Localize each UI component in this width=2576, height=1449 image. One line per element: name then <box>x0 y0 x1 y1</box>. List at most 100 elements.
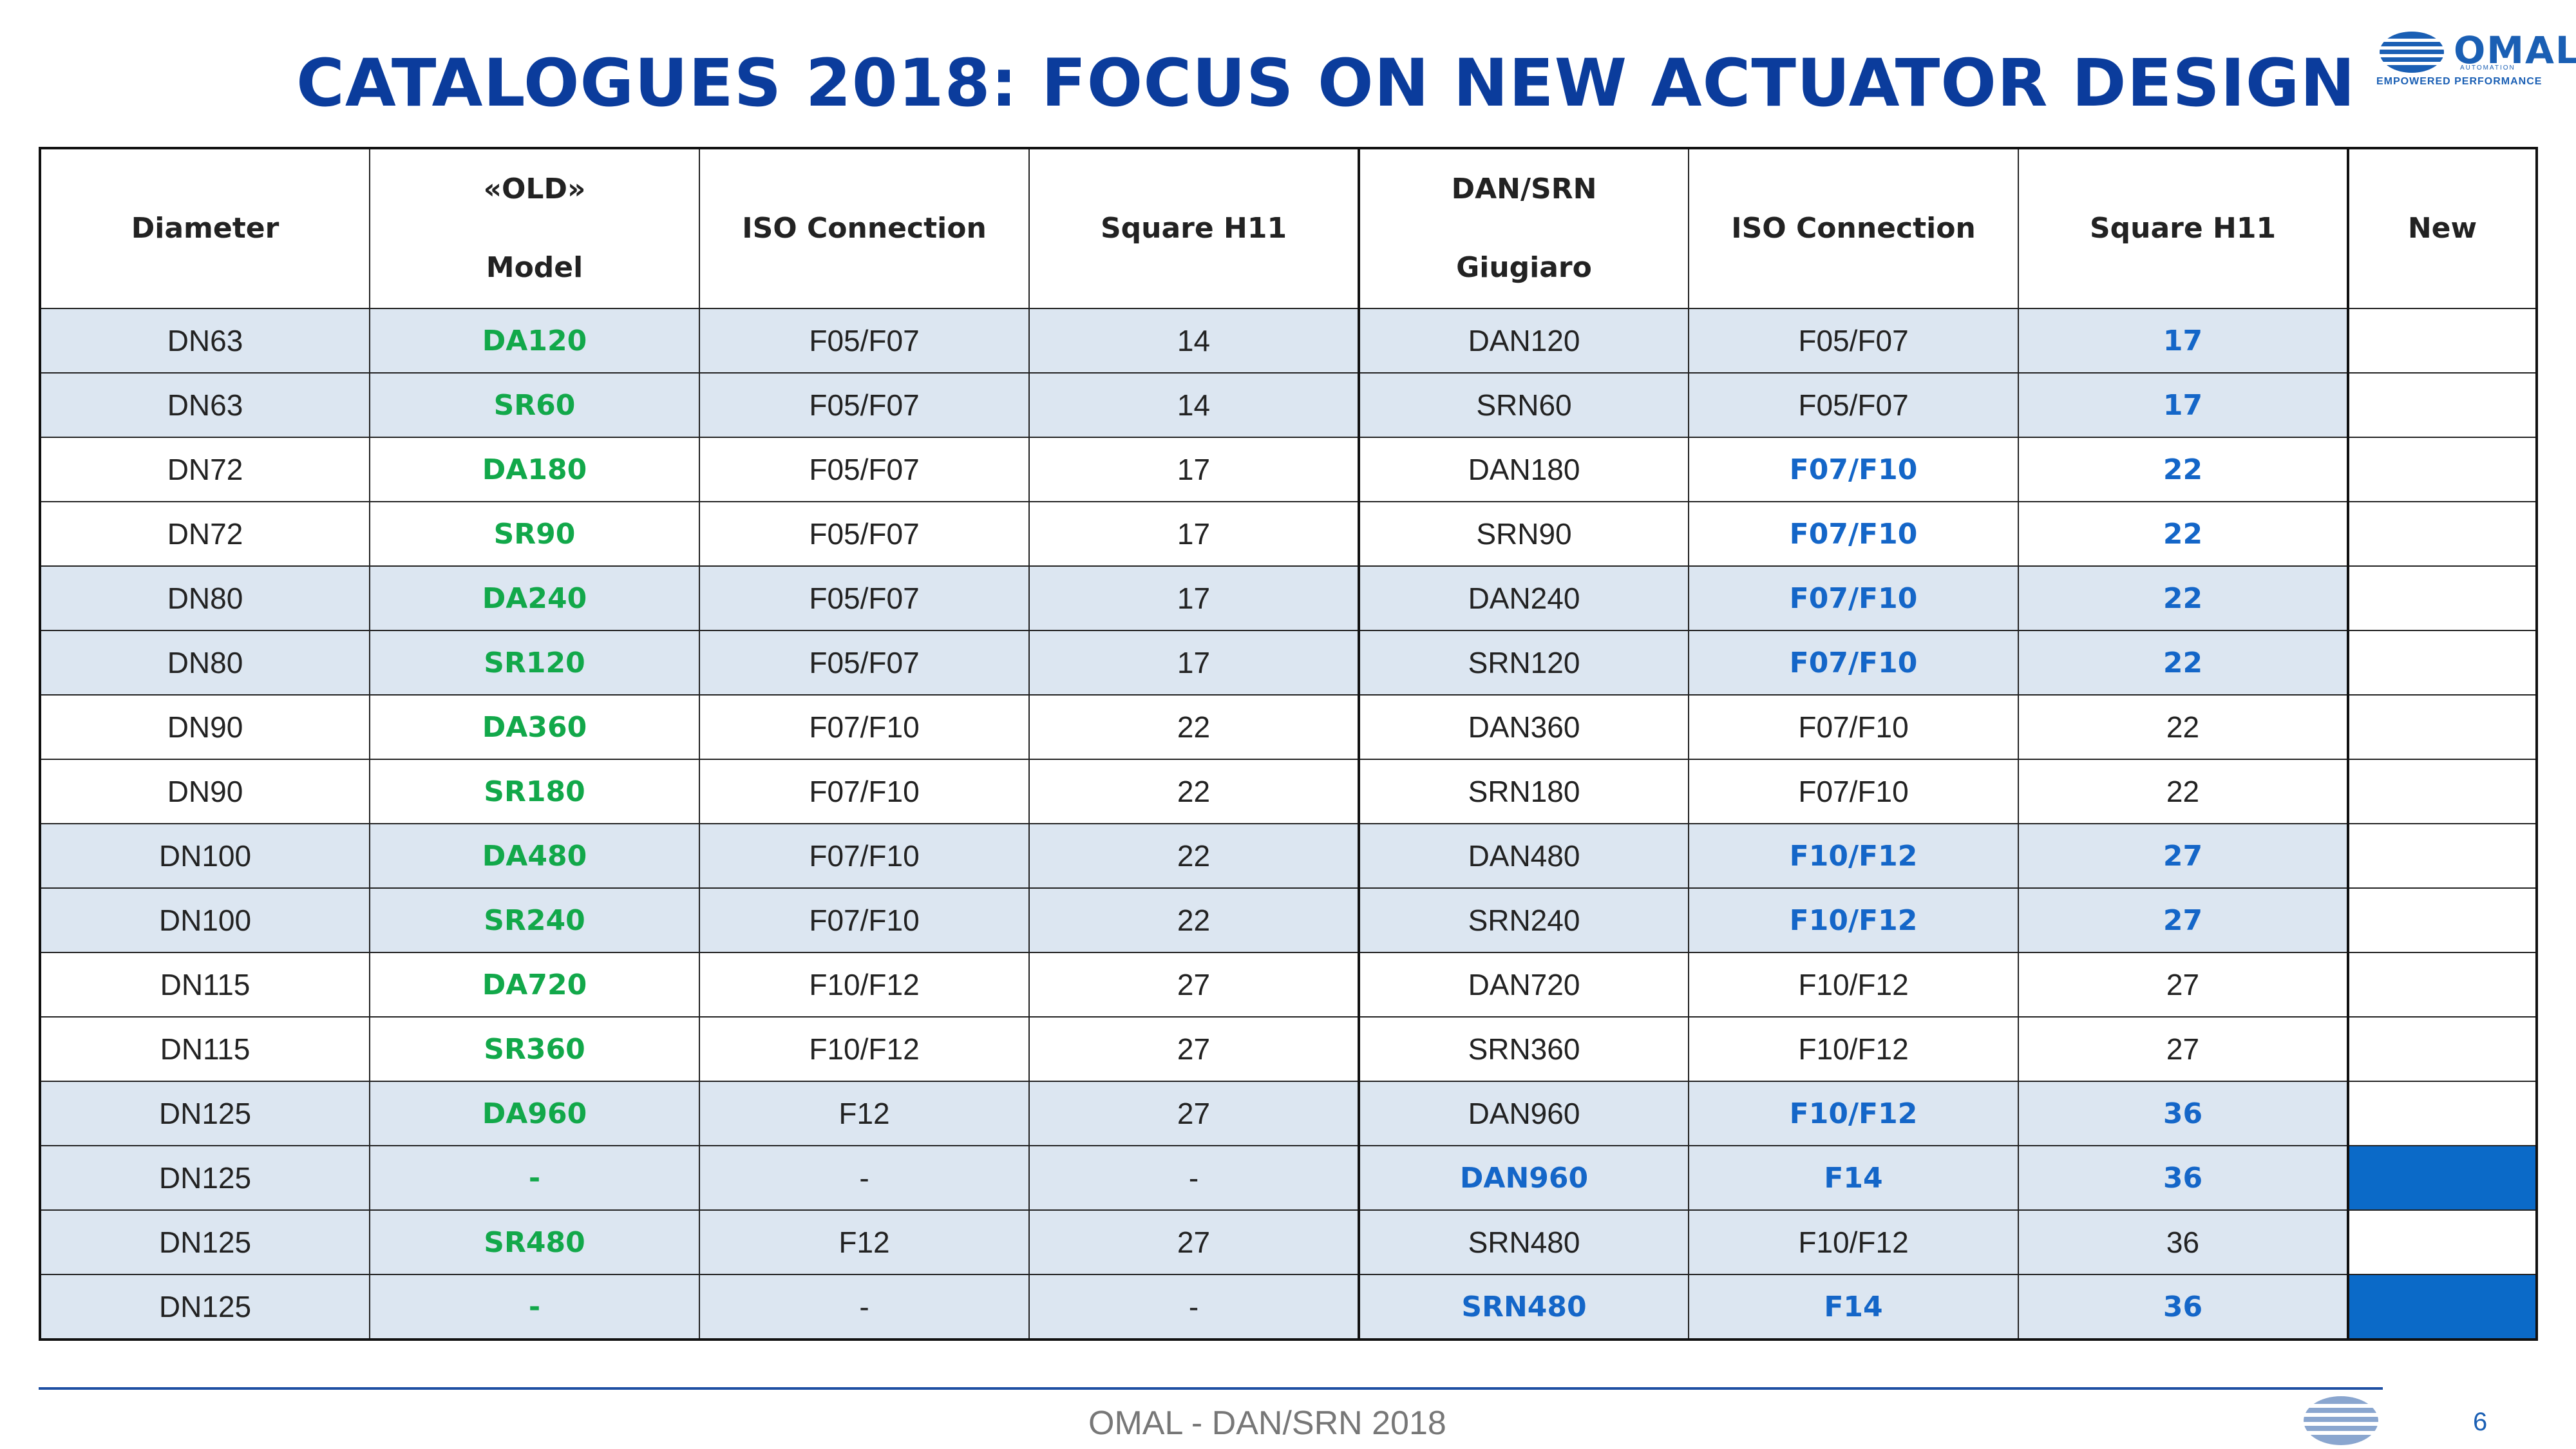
cell-square-new: 27 <box>2018 823 2349 889</box>
cell-old-model: SR240 <box>369 887 700 953</box>
cell-square-new: 17 <box>2018 308 2349 374</box>
cell-diameter: DN63 <box>39 308 370 374</box>
table-row: DN72 SR90 F05/F07 17 SRN90 F07/F10 22 <box>39 501 2537 567</box>
cell-new-flag <box>2347 308 2537 374</box>
cell-new-model: DAN180 <box>1358 437 1689 502</box>
cell-old-model: DA960 <box>369 1081 700 1146</box>
cell-square-old: - <box>1028 1145 1359 1211</box>
cell-new-flag <box>2347 694 2537 760</box>
cell-old-model: - <box>369 1274 700 1340</box>
table-row: DN90 DA360 F07/F10 22 DAN360 F07/F10 22 <box>39 694 2537 760</box>
cell-old-model: DA480 <box>369 823 700 889</box>
cell-diameter: DN72 <box>39 501 370 567</box>
cell-square-new: 17 <box>2018 372 2349 438</box>
header-iso-connection-old: ISO Connection <box>699 147 1030 309</box>
cell-square-old: 17 <box>1028 630 1359 696</box>
header-dan-line2: Giugiaro <box>1456 251 1592 284</box>
omal-logo: OMAL AUTOMATION EMPOWERED PERFORMANCE <box>2376 27 2576 91</box>
cell-square-old: 17 <box>1028 437 1359 502</box>
cell-iso-old: F05/F07 <box>699 501 1030 567</box>
cell-new-flag <box>2347 1081 2537 1146</box>
table-row: DN125 DA960 F12 27 DAN960 F10/F12 36 <box>39 1081 2537 1146</box>
cell-old-model: DA720 <box>369 952 700 1018</box>
header-old-line1: «OLD» <box>483 173 586 205</box>
cell-old-model: DA120 <box>369 308 700 374</box>
cell-square-old: 17 <box>1028 501 1359 567</box>
cell-iso-old: F05/F07 <box>699 437 1030 502</box>
header-old-line2: Model <box>486 251 583 284</box>
omal-globe-icon <box>2299 1396 2383 1445</box>
cell-new-model: DAN240 <box>1358 565 1689 631</box>
actuator-table: Diameter «OLD» Model ISO Connection Squa… <box>39 147 2538 1341</box>
cell-diameter: DN100 <box>39 887 370 953</box>
cell-iso-old: F10/F12 <box>699 952 1030 1018</box>
cell-diameter: DN80 <box>39 630 370 696</box>
cell-square-new: 27 <box>2018 1016 2349 1082</box>
cell-iso-new: F10/F12 <box>1688 952 2019 1018</box>
cell-square-old: 27 <box>1028 1081 1359 1146</box>
cell-iso-new: F07/F10 <box>1688 694 2019 760</box>
cell-iso-new: F10/F12 <box>1688 1209 2019 1275</box>
cell-new-flag <box>2347 1209 2537 1275</box>
cell-diameter: DN90 <box>39 694 370 760</box>
cell-old-model: SR90 <box>369 501 700 567</box>
cell-iso-new: F05/F07 <box>1688 372 2019 438</box>
header-old-model: «OLD» Model <box>369 147 700 309</box>
cell-iso-old: - <box>699 1274 1030 1340</box>
page-number: 6 <box>2473 1408 2488 1436</box>
logo-sub: AUTOMATION <box>2460 64 2515 71</box>
cell-iso-old: F07/F10 <box>699 823 1030 889</box>
cell-square-old: 22 <box>1028 694 1359 760</box>
cell-iso-old: - <box>699 1145 1030 1211</box>
cell-new-flag <box>2347 759 2537 824</box>
cell-square-old: 14 <box>1028 372 1359 438</box>
table-row: DN72 DA180 F05/F07 17 DAN180 F07/F10 22 <box>39 437 2537 502</box>
cell-iso-old: F07/F10 <box>699 887 1030 953</box>
cell-new-flag <box>2347 1274 2537 1340</box>
cell-old-model: SR60 <box>369 372 700 438</box>
cell-square-old: 22 <box>1028 759 1359 824</box>
logo-tagline: EMPOWERED PERFORMANCE <box>2376 76 2543 87</box>
cell-iso-new: F07/F10 <box>1688 501 2019 567</box>
omal-globe-icon <box>2376 32 2447 73</box>
header-square-new: Square H11 <box>2018 147 2349 309</box>
cell-old-model: SR180 <box>369 759 700 824</box>
table-row: DN125 SR480 F12 27 SRN480 F10/F12 36 <box>39 1209 2537 1275</box>
cell-new-model: SRN90 <box>1358 501 1689 567</box>
table-row: DN125 - - - DAN960 F14 36 <box>39 1145 2537 1211</box>
cell-square-new: 36 <box>2018 1274 2349 1340</box>
cell-square-old: 27 <box>1028 1016 1359 1082</box>
cell-new-flag <box>2347 437 2537 502</box>
header-dan-line1: DAN/SRN <box>1451 173 1597 205</box>
cell-iso-new: F10/F12 <box>1688 887 2019 953</box>
cell-new-model: SRN360 <box>1358 1016 1689 1082</box>
cell-iso-old: F07/F10 <box>699 694 1030 760</box>
cell-iso-old: F12 <box>699 1081 1030 1146</box>
cell-iso-new: F10/F12 <box>1688 1081 2019 1146</box>
cell-new-model: DAN360 <box>1358 694 1689 760</box>
cell-diameter: DN125 <box>39 1081 370 1146</box>
cell-diameter: DN115 <box>39 1016 370 1082</box>
table-row: DN90 SR180 F07/F10 22 SRN180 F07/F10 22 <box>39 759 2537 824</box>
header-diameter: Diameter <box>39 147 370 309</box>
table-row: DN100 SR240 F07/F10 22 SRN240 F10/F12 27 <box>39 887 2537 953</box>
table-row: DN115 SR360 F10/F12 27 SRN360 F10/F12 27 <box>39 1016 2537 1082</box>
cell-old-model: DA360 <box>369 694 700 760</box>
cell-old-model: SR120 <box>369 630 700 696</box>
cell-new-flag <box>2347 823 2537 889</box>
cell-diameter: DN63 <box>39 372 370 438</box>
cell-square-new: 22 <box>2018 759 2349 824</box>
cell-diameter: DN125 <box>39 1274 370 1340</box>
cell-new-model: SRN480 <box>1358 1274 1689 1340</box>
cell-new-model: DAN960 <box>1358 1145 1689 1211</box>
cell-iso-old: F12 <box>699 1209 1030 1275</box>
table-row: DN80 SR120 F05/F07 17 SRN120 F07/F10 22 <box>39 630 2537 696</box>
cell-diameter: DN125 <box>39 1209 370 1275</box>
cell-square-new: 27 <box>2018 952 2349 1018</box>
cell-old-model: SR360 <box>369 1016 700 1082</box>
cell-square-new: 36 <box>2018 1209 2349 1275</box>
footer-divider <box>39 1387 2383 1390</box>
cell-iso-old: F10/F12 <box>699 1016 1030 1082</box>
cell-old-model: SR480 <box>369 1209 700 1275</box>
cell-iso-new: F07/F10 <box>1688 759 2019 824</box>
